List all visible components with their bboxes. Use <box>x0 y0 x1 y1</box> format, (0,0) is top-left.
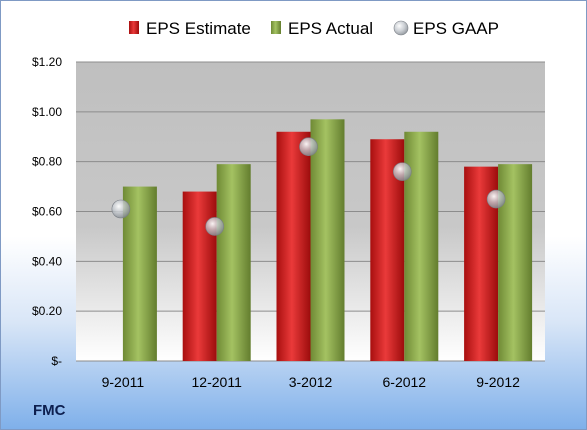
x-category-label: 12-2011 <box>192 374 243 390</box>
y-tick-label: $0.20 <box>32 304 62 318</box>
eps-gaap-marker <box>392 162 412 181</box>
y-tick-label: $1.20 <box>32 55 62 69</box>
x-axis: 9-2011 12-2011 3-2012 6-2012 9-2012 <box>102 374 520 390</box>
legend-label: EPS Estimate <box>146 19 251 38</box>
y-tick-label: $0.40 <box>32 254 62 268</box>
x-category-label: 3-2012 <box>289 374 333 390</box>
legend-eps-estimate: EPS Estimate <box>129 19 251 38</box>
eps-actual-bar <box>310 119 345 361</box>
legend-label: EPS Actual <box>288 19 373 38</box>
y-tick-label: $0.60 <box>32 205 62 219</box>
x-category-label: 6-2012 <box>383 374 427 390</box>
gaap-markers <box>111 137 506 236</box>
y-tick-label: $0.80 <box>32 155 62 169</box>
legend-label: EPS GAAP <box>413 19 499 38</box>
x-category-label: 9-2012 <box>476 374 520 390</box>
legend-swatch <box>129 21 139 34</box>
eps-estimate-bar <box>276 131 311 361</box>
eps-actual-bar <box>122 186 157 361</box>
eps-gaap-marker <box>299 137 318 157</box>
legend-swatch <box>393 20 409 36</box>
legend-eps-gaap: EPS GAAP <box>393 19 499 38</box>
legend-swatch <box>271 21 281 34</box>
bars <box>122 119 533 361</box>
company-label: FMC <box>33 402 66 419</box>
eps-estimate-bar <box>182 191 217 361</box>
eps-gaap-marker <box>486 189 506 209</box>
x-category-label: 9-2011 <box>102 374 145 390</box>
y-tick-label: $- <box>51 354 62 368</box>
y-tick-label: $1.00 <box>32 105 62 119</box>
eps-actual-bar <box>216 164 251 361</box>
eps-gaap-marker <box>205 217 224 236</box>
eps-gaap-marker <box>111 199 131 219</box>
legend-eps-actual: EPS Actual <box>271 19 373 38</box>
y-axis: $- $0.20 $0.40 $0.60 $0.80 $1.00 $1.20 <box>32 55 62 368</box>
legend: EPS Estimate EPS Actual EPS GAAP <box>129 19 499 38</box>
